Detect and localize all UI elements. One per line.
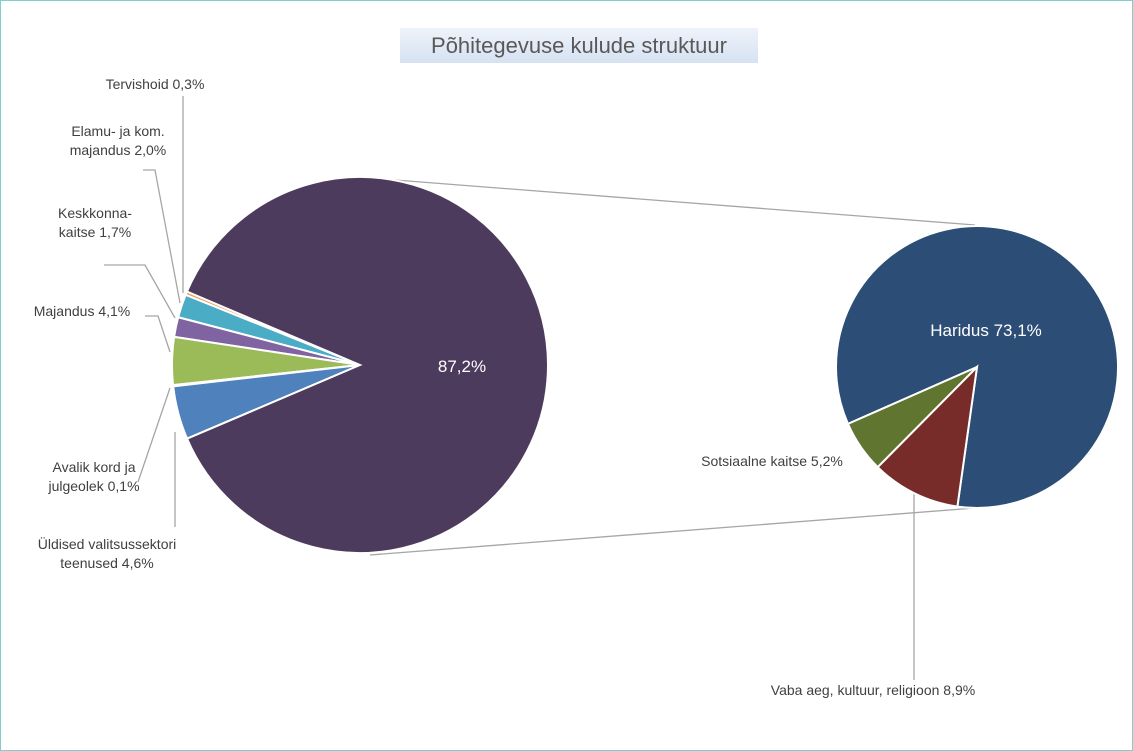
label-name: Majandus bbox=[33, 303, 95, 319]
data-label: Avalik kord ja julgeolek 0,1% bbox=[34, 458, 154, 496]
label-value: 8,9% bbox=[943, 682, 976, 698]
label-name: Tervishoid bbox=[105, 76, 169, 92]
chart-title: Põhitegevuse kulude struktuur bbox=[400, 28, 758, 63]
data-label: Tervishoid 0,3% bbox=[85, 75, 225, 94]
data-label: Majandus 4,1% bbox=[12, 302, 152, 321]
pie-slice bbox=[835, 225, 1119, 509]
label-value: 0,3% bbox=[172, 76, 205, 92]
connector-line bbox=[394, 179, 976, 226]
label-value: 4,6% bbox=[121, 555, 154, 571]
label-name: Sotsiaalne kaitse bbox=[701, 453, 808, 469]
leader-line bbox=[104, 264, 176, 319]
data-label: 87,2% bbox=[422, 357, 502, 376]
label-value: 5,2% bbox=[810, 453, 843, 469]
data-label: Vaba aeg, kultuur, religioon 8,9% bbox=[758, 681, 988, 700]
leader-line bbox=[145, 315, 171, 353]
connector-line bbox=[369, 507, 976, 556]
label-value: 73,1% bbox=[993, 321, 1042, 340]
label-value: 0,1% bbox=[107, 478, 140, 494]
leader-line bbox=[143, 169, 181, 304]
data-label: Sotsiaalne kaitse 5,2% bbox=[682, 452, 862, 471]
label-value: 2,0% bbox=[134, 142, 167, 158]
label-name: Avalik kord ja julgeolek bbox=[48, 459, 136, 494]
leader-line bbox=[137, 387, 171, 483]
pie-slice bbox=[876, 364, 979, 508]
data-label: Üldised valitsussektori teenused 4,6% bbox=[12, 535, 202, 573]
label-name: Üldised valitsussektori teenused bbox=[37, 536, 177, 571]
data-label: Elamu- ja kom. majandus 2,0% bbox=[53, 122, 183, 160]
leader-lines bbox=[104, 96, 976, 680]
label-name: Keskkonna-kaitse bbox=[58, 205, 132, 240]
label-value: 1,7% bbox=[99, 224, 132, 240]
label-value: 4,1% bbox=[98, 303, 131, 319]
label-name: Vaba aeg, kultuur, religioon bbox=[770, 682, 940, 698]
label-value: 87,2% bbox=[437, 357, 487, 376]
data-label: Keskkonna-kaitse 1,7% bbox=[45, 204, 145, 242]
pie-slice bbox=[185, 176, 549, 554]
label-name: Haridus bbox=[930, 321, 989, 340]
label-name: Elamu- ja kom. majandus bbox=[69, 123, 165, 158]
data-label: Haridus 73,1% bbox=[911, 321, 1061, 340]
